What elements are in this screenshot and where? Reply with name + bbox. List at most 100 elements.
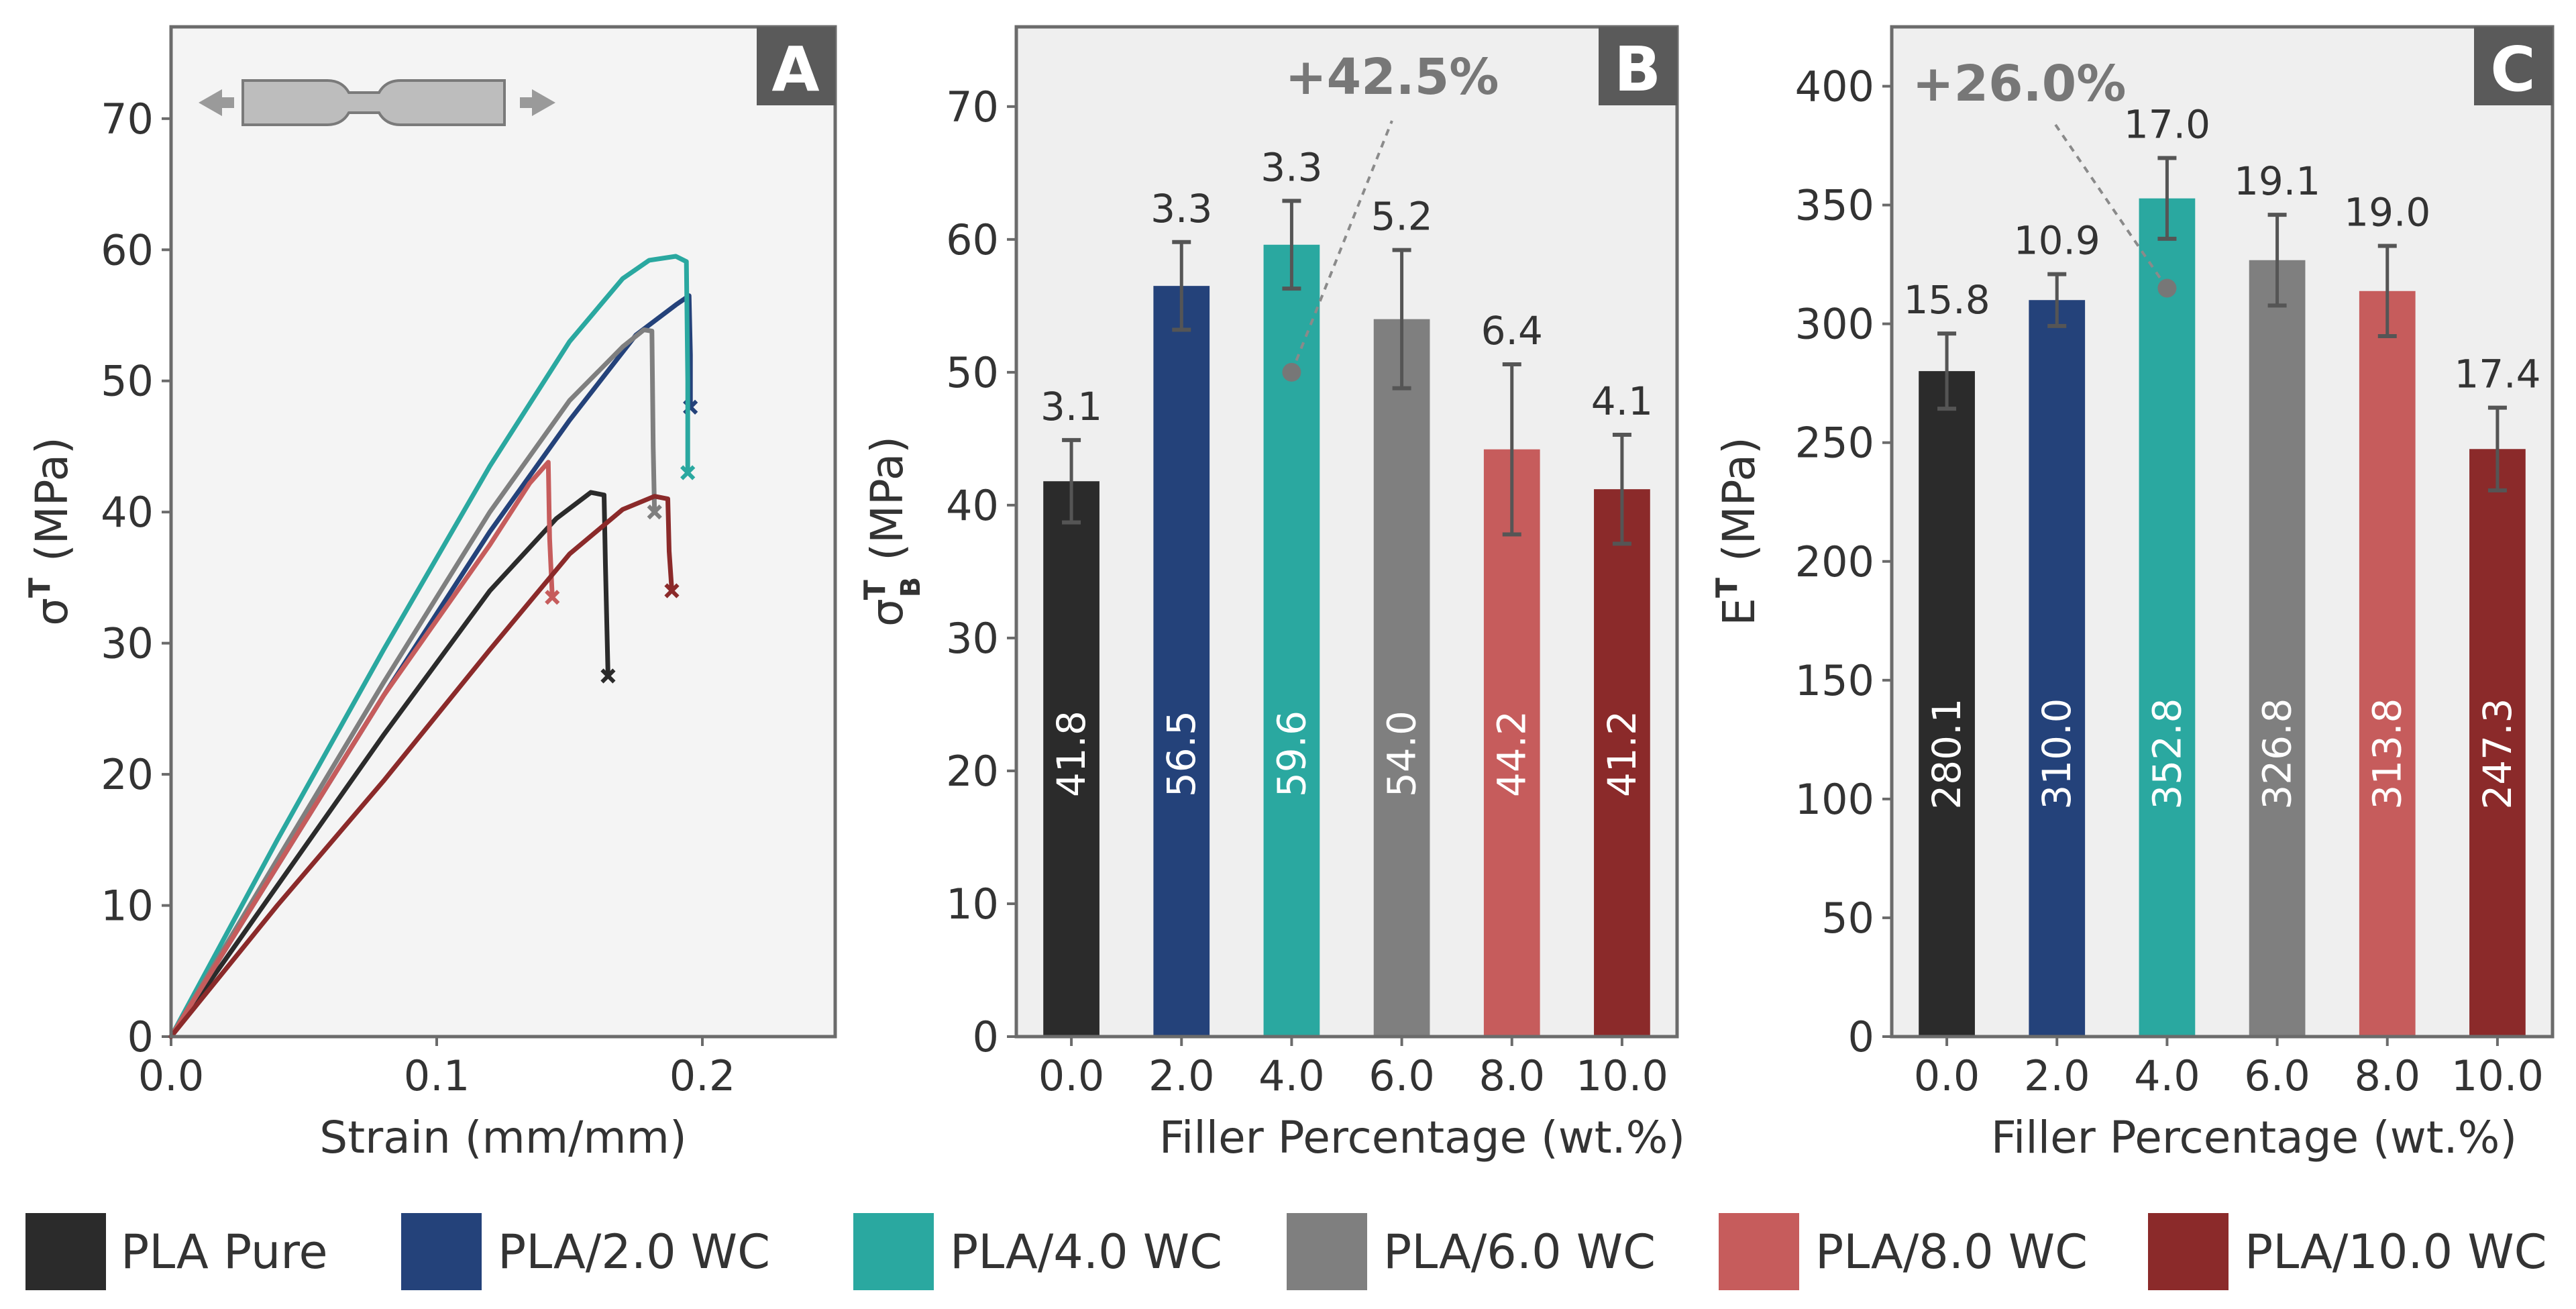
panel-a-y-tick-label: 40 <box>101 488 154 537</box>
panel-c-y-tick-label: 50 <box>1821 894 1874 943</box>
panel-b-annotation: +42.5% <box>1285 48 1499 106</box>
panel-c-bar-4 <box>2359 291 2416 1037</box>
panel-c-error-label-0: 15.8 <box>1904 277 1990 323</box>
panel-a-series-line-0 <box>168 490 610 1039</box>
panel-b-bar-4 <box>1483 449 1540 1037</box>
panel-b-y-tick-label: 10 <box>946 880 999 929</box>
panel-c: 0 50 100 150 200 250 300 350 400 15.8 280.1 0.0 10.9… <box>1710 25 2555 1163</box>
panel-a-y-tick-label: 10 <box>101 882 154 931</box>
panel-c-annotation: +26.0% <box>1913 55 2127 113</box>
panel-a-grid-and-series: 0 10 20 30 40 50 60 70 0.0 0.1 0.2 <box>101 95 735 1100</box>
legend-swatch-pla-pure <box>25 1213 106 1290</box>
legend-swatch-pla-4 <box>853 1213 934 1290</box>
panel-b-error-label-4: 6.4 <box>1481 308 1543 354</box>
panel-a-y-tick-label: 60 <box>101 225 154 274</box>
panel-b-error-label-3: 5.2 <box>1371 194 1432 240</box>
panel-c-label-box <box>2474 27 2553 105</box>
panel-b-value-label-4: 44.2 <box>1489 711 1535 797</box>
panel-a-y-tick-label: 70 <box>101 95 154 144</box>
panel-c-bar-5 <box>2469 449 2526 1037</box>
panel-c-error-label-2: 17.0 <box>2124 101 2210 147</box>
panel-a-break-marker-4 <box>545 590 560 605</box>
panel-c-x-tick-label-1: 2.0 <box>2024 1051 2090 1100</box>
panel-a-y-tick-label: 30 <box>101 619 154 668</box>
panel-a-y-tick-label: 0 <box>127 1012 154 1061</box>
panel-c-bar-1 <box>2029 300 2086 1037</box>
panel-c-y-axis-symbol: E <box>1713 598 1765 626</box>
panel-c-x-tick-label-4: 8.0 <box>2354 1051 2420 1100</box>
panel-b-bar-5 <box>1594 489 1650 1037</box>
panel-c-value-label-2: 352.8 <box>2144 698 2190 810</box>
panel-c-annotation-leader <box>2051 119 2169 289</box>
panel-b-x-tick-label-0: 0.0 <box>1038 1051 1105 1100</box>
panel-b-error-label-5: 4.1 <box>1591 378 1653 424</box>
legend-label-pla-10: PLA/10.0 WC <box>2245 1224 2547 1279</box>
panel-c-x-tick-label-0: 0.0 <box>1914 1051 1980 1100</box>
panel-b-value-label-2: 59.6 <box>1269 711 1314 797</box>
panel-a-series-line-2 <box>168 254 690 1039</box>
panel-b-y-tick-label: 20 <box>946 747 999 796</box>
panel-b-x-tick-label-2: 4.0 <box>1258 1051 1325 1100</box>
panel-c-y-tick-label: 400 <box>1795 62 1874 111</box>
panel-b: 0 10 20 30 40 50 60 70 3.1 41.8 0.0 3.3 56.5 2.0 3.3 59… <box>858 25 1685 1163</box>
panel-a-frame <box>169 25 837 1039</box>
panel-a-y-axis-symbol: σ <box>26 598 78 626</box>
panel-c-y-tick-label: 200 <box>1795 537 1874 586</box>
panel-c-bar-2 <box>2139 198 2196 1037</box>
panel-a-label-box <box>757 27 835 105</box>
panel-b-bar-1 <box>1153 286 1210 1037</box>
legend-label-pla-6: PLA/6.0 WC <box>1383 1224 1656 1279</box>
panel-c-y-axis-title: ET (MPa) <box>1710 437 1765 625</box>
panel-b-y-tick-label: 30 <box>946 614 999 663</box>
panel-a-x-tick-label: 0.2 <box>669 1051 736 1100</box>
panel-a-y-axis-superscript: T <box>23 578 57 598</box>
panel-a-y-axis-unit: (MPa) <box>26 437 78 562</box>
panel-a-break-marker-3 <box>647 505 662 520</box>
specimen-icon <box>199 79 555 126</box>
panel-c-x-axis-title: Filler Percentage (wt.%) <box>1991 1112 2517 1163</box>
panel-c-error-label-5: 17.4 <box>2454 352 2540 397</box>
panel-c-value-label-0: 280.1 <box>1924 698 1970 810</box>
panel-b-value-label-1: 56.5 <box>1159 711 1204 797</box>
panel-a-break-marker-5 <box>664 583 680 598</box>
panel-c-value-label-3: 326.8 <box>2255 698 2300 810</box>
panel-c-y-tick-label: 300 <box>1795 300 1874 349</box>
panel-c-annotation-marker <box>2157 278 2177 298</box>
legend-swatch-pla-2 <box>401 1213 482 1290</box>
panel-a-break-marker-0 <box>600 668 616 684</box>
panel-a-series-line-3 <box>168 327 657 1039</box>
panel-c-error-label-1: 10.9 <box>2014 218 2100 264</box>
panel-c-y-axis-superscript: T <box>1710 578 1744 598</box>
panel-a-x-axis-title: Strain (mm/mm) <box>319 1112 686 1163</box>
panel-c-y-axis-unit: (MPa) <box>1713 437 1765 562</box>
panel-b-frame <box>1014 25 1679 1039</box>
legend-swatch-pla-6 <box>1287 1213 1367 1290</box>
panel-c-label: C <box>2490 34 2536 105</box>
panel-c-y-tick-label: 350 <box>1795 181 1874 230</box>
panel-b-x-tick-label-4: 8.0 <box>1479 1051 1545 1100</box>
panel-b-y-tick-label: 70 <box>946 83 999 132</box>
panel-c-y-tick-label: 0 <box>1848 1012 1874 1061</box>
panel-b-y-tick-label: 60 <box>946 215 999 264</box>
panel-b-y-axis-unit: (MPa) <box>861 436 913 561</box>
panel-b-y-axis-title: σT B (MPa) <box>858 436 926 627</box>
panel-c-frame <box>1890 25 2555 1039</box>
panel-b-x-axis-title: Filler Percentage (wt.%) <box>1159 1112 1685 1163</box>
panel-b-value-label-3: 54.0 <box>1379 711 1425 797</box>
panel-a-y-axis-title: σT (MPa) <box>23 437 78 626</box>
panel-a-background <box>171 27 835 1037</box>
panel-b-bars: 0 10 20 30 40 50 60 70 3.1 41.8 0.0 3.3 56.5 2.0 3.3 59… <box>946 83 1668 1100</box>
panel-a-series-line-4 <box>168 460 555 1039</box>
panel-b-label-box <box>1599 27 1677 105</box>
panel-b-x-tick-label-3: 6.0 <box>1368 1051 1435 1100</box>
panel-b-annotation-marker <box>1282 362 1301 382</box>
panel-c-bars: 0 50 100 150 200 250 300 350 400 15.8 280.1 0.0 10.9… <box>1795 62 2544 1100</box>
panel-b-y-axis-superscript: T <box>858 580 892 600</box>
panel-c-bar-0 <box>1919 371 1975 1037</box>
panel-c-bar-3 <box>2249 260 2306 1037</box>
panel-b-error-label-0: 3.1 <box>1040 384 1102 429</box>
panel-b-error-label-2: 3.3 <box>1260 144 1322 190</box>
panel-b-y-axis-symbol: σ <box>861 598 913 627</box>
legend-label-pla-pure: PLA Pure <box>121 1224 328 1279</box>
